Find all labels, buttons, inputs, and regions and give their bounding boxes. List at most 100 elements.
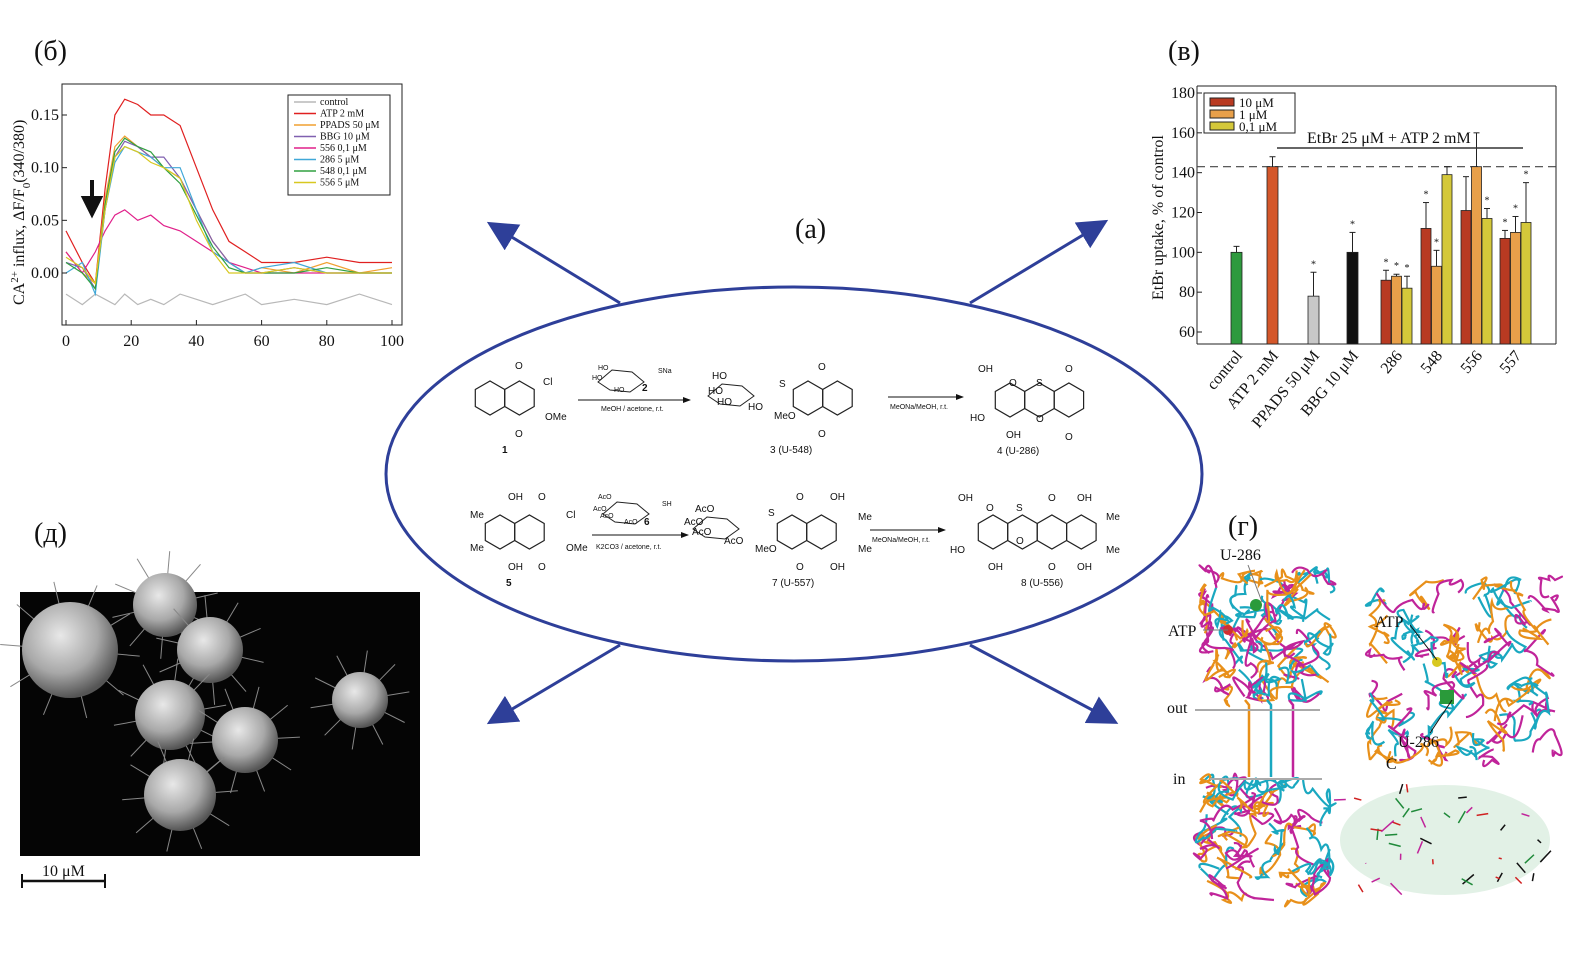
legend-entry: 286 5 μM xyxy=(320,155,359,166)
atom-label: OH xyxy=(1006,430,1021,441)
ribbon xyxy=(1287,815,1316,866)
ribbon xyxy=(1217,778,1277,801)
ribbon xyxy=(1364,587,1387,607)
ribbon xyxy=(1453,731,1484,748)
ribbon xyxy=(1224,847,1259,870)
ribbon xyxy=(1493,683,1531,722)
atom-label: O xyxy=(1048,562,1056,573)
ribbon xyxy=(1203,805,1243,838)
compound-label: 4 (U-286) xyxy=(997,446,1039,457)
atom-label: OMe xyxy=(566,543,588,554)
ribbon xyxy=(1537,574,1564,599)
compound-number: 1 xyxy=(502,445,508,456)
ribbon xyxy=(1472,576,1519,601)
ribbon xyxy=(1234,860,1275,902)
reaction-step-1: HO HO HO SNa 2 MeOH / acetone, r.t. xyxy=(578,365,691,413)
y-tick-label: 160 xyxy=(1171,125,1195,142)
ring xyxy=(977,514,1009,550)
atom-label: AcO xyxy=(684,517,704,528)
ribbon xyxy=(1529,677,1551,730)
legend-entry: 1 μM xyxy=(1239,107,1268,122)
bar-group-0-2 xyxy=(1401,287,1413,345)
atom-label: Me xyxy=(1106,512,1120,523)
ring xyxy=(1065,514,1097,550)
ring xyxy=(822,380,853,416)
panel-label-g: (г) xyxy=(1228,511,1258,542)
ribbon xyxy=(1369,744,1395,763)
sem-micrograph: 10 μM xyxy=(0,551,420,888)
ribbon xyxy=(1454,745,1478,761)
ring xyxy=(1036,514,1068,550)
y-tick-label: 140 xyxy=(1171,165,1195,182)
ribbon xyxy=(1525,668,1551,693)
label-u286-top: U-286 xyxy=(1398,734,1439,751)
significance-star: * xyxy=(1384,257,1389,268)
atom-label: MeO xyxy=(755,544,777,555)
ribbon xyxy=(1390,615,1420,661)
reaction-conditions: MeONa/MeOH, r.t. xyxy=(890,404,948,411)
cell xyxy=(133,573,197,637)
ribbon xyxy=(1274,568,1312,595)
cell xyxy=(22,602,118,698)
legend-swatch xyxy=(1209,97,1235,107)
atom-label: Me xyxy=(858,544,872,555)
x-tick-label: 40 xyxy=(188,333,204,350)
ribbon xyxy=(1305,622,1337,648)
atom-label: AcO xyxy=(724,536,744,547)
etbr-uptake-chart: *** * ******* 6080100120140160180controlAT… xyxy=(1150,85,1557,431)
ribbon xyxy=(1232,841,1256,868)
atom-label: AcO xyxy=(692,527,712,538)
significance-star: * xyxy=(1350,219,1355,230)
ribbon xyxy=(1446,648,1465,663)
ribbon xyxy=(1219,625,1247,645)
significance-star: * xyxy=(1405,263,1410,274)
label-u286-side: U-286 xyxy=(1220,547,1261,564)
ribbon xyxy=(1232,676,1270,702)
atom-label: O xyxy=(796,492,804,503)
compound-label: 3 (U-548) xyxy=(770,445,812,456)
atom-label: O xyxy=(796,562,804,573)
arrow-to-v xyxy=(969,219,1109,305)
ribbon xyxy=(1323,788,1332,815)
compound-3: HO HO HO HO S MeO O O 3 (U-548) MeONa/Me… xyxy=(708,362,964,456)
y-tick-label: 100 xyxy=(1171,244,1195,261)
ribbon xyxy=(1218,611,1249,640)
line-legend xyxy=(287,94,391,196)
atom-label: O xyxy=(818,429,826,440)
bar-0 xyxy=(1230,251,1243,345)
panel-label-b: (б) xyxy=(34,36,67,67)
cell xyxy=(212,707,278,773)
ribbon xyxy=(1459,641,1489,674)
ring xyxy=(474,380,506,416)
label-c: C xyxy=(1386,756,1397,773)
ribbon xyxy=(1246,650,1278,690)
reaction-step-3: AcO AcO AcO AcO SH 6 K2CO3 / acetone, r.… xyxy=(592,494,689,551)
atom-label: OH xyxy=(830,562,845,573)
ribbon xyxy=(1365,647,1406,671)
reagent-number: 6 xyxy=(644,517,650,528)
ribbon xyxy=(1273,807,1298,830)
chemical-structures xyxy=(474,369,1097,550)
ribbon xyxy=(1277,645,1308,679)
ribbon xyxy=(1270,580,1295,600)
significance-star: * xyxy=(1394,261,1399,272)
ribbon xyxy=(1217,826,1248,847)
y-axis-label: CA2+ influx, ΔF/F0(340/380) xyxy=(9,120,33,305)
ribbon xyxy=(1420,732,1449,762)
y-tick-label: 80 xyxy=(1179,284,1195,301)
bar-group-3-1 xyxy=(1510,232,1521,345)
scale-bar-label: 10 μM xyxy=(42,863,85,880)
atom-label: O xyxy=(1048,493,1056,504)
sugar-ring xyxy=(692,516,740,540)
atom-label: OH xyxy=(1077,562,1092,573)
atom-label: AcO xyxy=(624,519,638,526)
ribbon xyxy=(1422,663,1455,711)
ribbon xyxy=(1303,629,1334,656)
ribbon xyxy=(1444,643,1463,679)
ribbon xyxy=(1216,856,1253,880)
atom-label: O xyxy=(538,562,546,573)
significance-star: * xyxy=(1311,259,1316,270)
cell xyxy=(177,617,243,683)
ribbon xyxy=(1531,728,1563,757)
